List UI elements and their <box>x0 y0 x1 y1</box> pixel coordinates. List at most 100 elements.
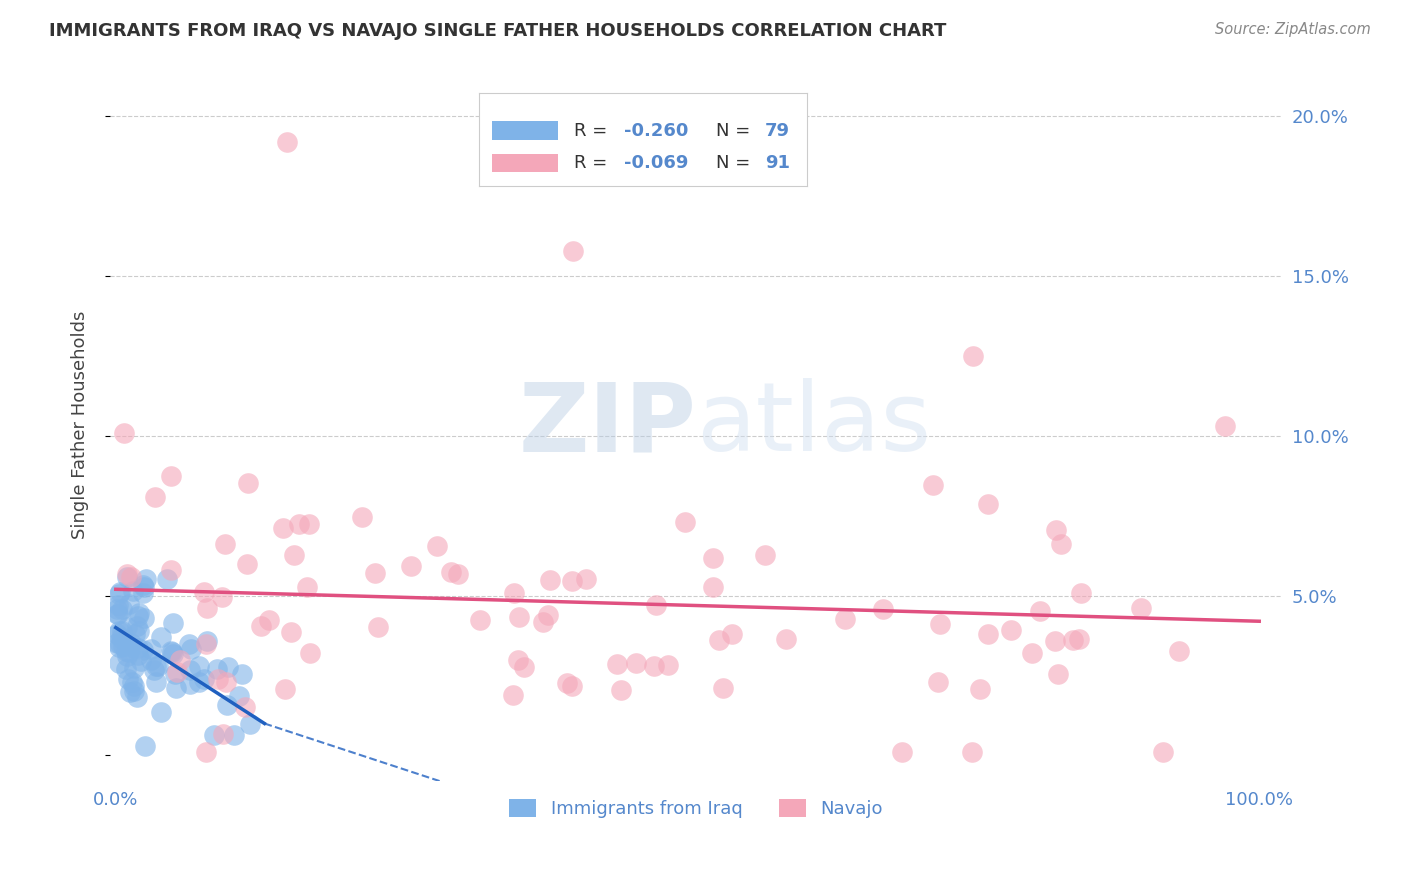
Point <box>162 616 184 631</box>
Point <box>713 681 735 695</box>
Point <box>145 674 167 689</box>
Point <box>367 620 389 634</box>
Point <box>657 657 679 672</box>
Point <box>128 606 150 620</box>
Point <box>139 653 162 667</box>
Point <box>108 637 131 651</box>
Point <box>1062 632 1084 647</box>
Y-axis label: Single Father Households: Single Father Households <box>72 310 89 539</box>
Point <box>707 632 730 647</box>
Point <box>834 612 856 626</box>
Point <box>1029 604 1052 618</box>
Point <box>105 636 128 650</box>
Point <box>721 626 744 640</box>
Point <box>108 624 131 639</box>
Point <box>299 646 322 660</box>
Point <box>502 688 524 702</box>
Point <box>143 663 166 677</box>
Point <box>127 640 149 655</box>
Point <box>120 569 142 583</box>
Point <box>215 698 238 712</box>
Point <box>108 656 131 670</box>
Point <box>193 673 215 687</box>
Point <box>145 659 167 673</box>
Point <box>555 676 578 690</box>
Point <box>215 674 238 689</box>
Point <box>775 632 797 646</box>
Point <box>115 620 138 634</box>
Point <box>117 570 139 584</box>
Point <box>447 566 470 581</box>
Point <box>160 645 183 659</box>
Point <box>188 658 211 673</box>
Point <box>120 684 142 698</box>
Point <box>193 585 215 599</box>
Point <box>205 662 228 676</box>
Point <box>531 615 554 630</box>
Point <box>127 648 149 662</box>
Point <box>160 563 183 577</box>
Point <box>105 602 128 616</box>
Point <box>180 642 202 657</box>
Point <box>214 536 236 550</box>
Point <box>643 659 665 673</box>
Point <box>105 607 128 622</box>
Point <box>626 656 648 670</box>
Point <box>107 607 129 622</box>
Text: ZIP: ZIP <box>519 378 696 471</box>
Point <box>1050 537 1073 551</box>
Point <box>150 705 173 719</box>
Point <box>231 666 253 681</box>
Point <box>160 644 183 658</box>
Point <box>120 636 142 650</box>
Point <box>131 578 153 592</box>
Point <box>977 497 1000 511</box>
Text: Source: ZipAtlas.com: Source: ZipAtlas.com <box>1215 22 1371 37</box>
Point <box>135 572 157 586</box>
Point <box>207 672 229 686</box>
Point <box>702 550 724 565</box>
Point <box>1129 601 1152 615</box>
Point <box>754 548 776 562</box>
Point <box>195 600 218 615</box>
Point <box>283 548 305 562</box>
Point <box>228 689 250 703</box>
Point <box>1046 667 1069 681</box>
Point <box>426 539 449 553</box>
Point <box>127 618 149 632</box>
Point <box>239 717 262 731</box>
Point <box>111 639 134 653</box>
Point <box>222 728 245 742</box>
Point <box>117 597 139 611</box>
Point <box>561 574 583 589</box>
Point <box>121 675 143 690</box>
Point <box>538 573 561 587</box>
Legend: Immigrants from Iraq, Navajo: Immigrants from Iraq, Navajo <box>502 791 890 825</box>
Point <box>1167 644 1189 658</box>
Point <box>575 572 598 586</box>
Point <box>108 587 131 601</box>
Point <box>271 521 294 535</box>
Point <box>610 682 633 697</box>
Point <box>114 644 136 658</box>
Point <box>960 745 983 759</box>
Point <box>115 566 138 581</box>
Point <box>236 557 259 571</box>
Point <box>561 680 583 694</box>
Point <box>1067 632 1090 647</box>
Point <box>134 739 156 753</box>
Point <box>122 583 145 598</box>
Point <box>118 645 141 659</box>
Point <box>146 658 169 673</box>
Point <box>160 469 183 483</box>
Point <box>117 672 139 686</box>
Point <box>257 613 280 627</box>
Point <box>537 608 560 623</box>
Point <box>105 626 128 640</box>
Point <box>1070 586 1092 600</box>
Point <box>115 662 138 676</box>
Point <box>238 476 260 491</box>
Point <box>922 478 945 492</box>
Point <box>143 490 166 504</box>
Point <box>606 657 628 671</box>
